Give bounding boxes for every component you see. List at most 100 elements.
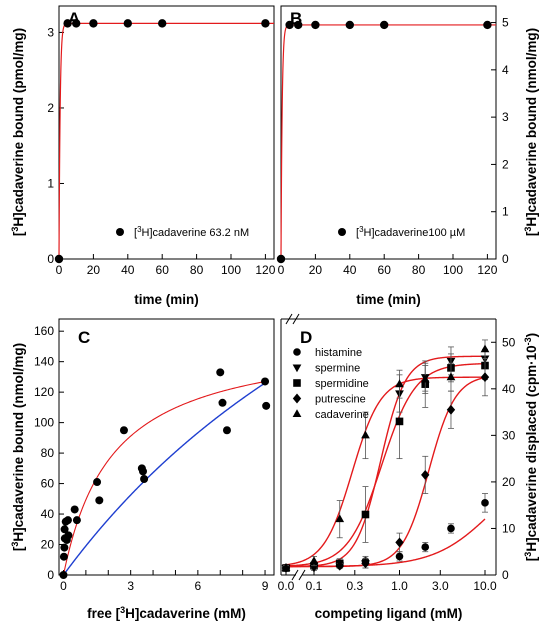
x-tick-label-c: 9	[262, 579, 269, 593]
data-point-c	[60, 543, 69, 552]
fit-curve-b	[280, 24, 496, 259]
data-point-c	[72, 516, 81, 525]
data-point-a	[72, 19, 81, 28]
legend-label-d-spermidine: spermidine	[315, 378, 369, 390]
data-point-d-cadaverine	[395, 379, 404, 388]
axis-break-bottom-d	[291, 569, 306, 581]
panel-c: C 0 3 6 9 0 20 40 60 80 100 120 140 160 free [3H]cad…	[10, 318, 275, 621]
x-tick-label-d: 0.1	[306, 579, 323, 593]
data-point-d-histamine	[481, 499, 489, 507]
data-point-d-spermidine	[361, 510, 370, 519]
data-point-c	[261, 377, 270, 386]
data-point-c	[64, 531, 73, 540]
x-tick-label-a: 100	[221, 263, 241, 277]
data-point-d-putrescine	[361, 558, 370, 569]
y-tick-label-d: 40	[502, 382, 516, 396]
x-tick-label-a: 80	[190, 263, 204, 277]
data-point-d-putrescine	[480, 372, 490, 383]
y-tick-label-c: 160	[34, 324, 54, 338]
y-tick-label-c: 60	[41, 477, 55, 491]
y-tick-label-b: 0	[502, 252, 509, 266]
fit-curve-c-blue	[62, 382, 266, 576]
data-point-d-histamine	[395, 552, 404, 561]
data-point-d-cadaverine	[480, 344, 490, 353]
legend-marker-d-histamine	[293, 348, 301, 356]
data-point-c	[119, 426, 128, 435]
y-tick-label-c: 0	[47, 568, 54, 582]
fit-curve-a	[58, 22, 274, 259]
data-point-c	[63, 516, 72, 525]
y-tick-label-d: 0	[502, 568, 509, 582]
data-point-d-cadaverine	[335, 514, 345, 523]
y-tick-label-a: 1	[47, 176, 54, 190]
data-point-b	[285, 20, 294, 30]
x-tick-label-a: 20	[87, 263, 101, 277]
legend-label-d-spermine: spermine	[315, 363, 360, 375]
data-point-d-cadaverine	[420, 374, 430, 383]
y-tick-label-c: 80	[41, 446, 55, 460]
data-point-c	[138, 467, 147, 476]
y-tick-label-b: 3	[502, 110, 509, 124]
data-point-d-putrescine	[446, 404, 456, 415]
y-tick-label-b: 5	[502, 16, 509, 30]
y-tick-label-c: 140	[34, 355, 54, 369]
y-tick-label-a: 2	[47, 101, 54, 115]
data-point-a	[54, 254, 64, 264]
data-point-d-histamine	[421, 543, 430, 551]
x-axis-label-c: free [3H]cadaverine (mM)	[87, 605, 246, 621]
y-tick-label-b: 4	[502, 63, 509, 77]
y-tick-label-a: 0	[47, 252, 54, 266]
x-tick-label-b: 100	[443, 263, 463, 277]
y-axis-label-c: [3H]cadaverine bound (nmol/mg)	[10, 343, 26, 551]
fit-curve-d-putrescine	[284, 376, 486, 568]
data-point-b	[276, 254, 286, 264]
legend-marker-b	[338, 228, 346, 236]
plot-frame-a	[58, 5, 275, 260]
y-axis-label-b: [3H]cadaverine bound (nmol/mg)	[523, 28, 539, 236]
legend-d: histamine spermine spermidine putrescine cad…	[292, 347, 369, 421]
legend-label-d-putrescine: putrescine	[315, 394, 366, 406]
y-axis-label-d: [3H]cadaverine displaced (cpm·10-3)	[523, 333, 539, 561]
data-point-d-putrescine	[335, 560, 344, 571]
data-point-d-spermidine	[395, 417, 404, 426]
y-tick-label-c: 120	[34, 385, 54, 399]
data-point-b	[483, 20, 492, 30]
data-point-d-cadaverine	[446, 372, 456, 381]
legend-marker-d-putrescine	[292, 393, 302, 404]
x-tick-label-b: 120	[477, 263, 497, 277]
axis-break-top-d	[285, 313, 300, 325]
x-tick-label-c: 3	[127, 579, 134, 593]
legend-label-a: [3H]cadaverine 63.2 nM	[134, 225, 249, 239]
data-point-b	[311, 20, 320, 30]
data-point-c	[59, 552, 68, 561]
data-point-c	[216, 368, 225, 377]
data-point-d-putrescine	[395, 537, 404, 548]
y-tick-label-d: 10	[502, 521, 516, 535]
y-tick-label-c: 40	[41, 507, 55, 521]
data-point-a	[63, 19, 72, 28]
data-point-c	[93, 478, 102, 487]
x-tick-label-b: 80	[412, 263, 426, 277]
x-axis-label-d: competing ligand (mM)	[315, 606, 463, 621]
legend-label-d-histamine: histamine	[315, 347, 362, 359]
y-tick-label-b: 1	[502, 205, 509, 219]
panel-d: D 0.0 0.1 0.3 1.0 3.0 10.0 0 10 20 30 40 50 histami…	[278, 313, 539, 621]
data-point-c	[262, 401, 271, 410]
x-axis-label-a: time (min)	[134, 292, 199, 307]
x-tick-label-b: 60	[378, 263, 392, 277]
data-point-b	[345, 20, 354, 30]
y-axis-label-a: [3H]cadaverine bound (pmol/mg)	[10, 28, 26, 236]
y-tick-label-c: 20	[41, 538, 55, 552]
data-point-d-cadaverine	[281, 563, 291, 572]
data-point-c	[140, 475, 149, 483]
x-tick-label-b: 20	[309, 263, 323, 277]
x-tick-label-c: 6	[195, 579, 202, 593]
x-tick-label-a: 0	[56, 263, 63, 277]
data-point-c	[222, 426, 231, 435]
x-axis-label-b: time (min)	[356, 292, 421, 307]
data-point-d-putrescine	[421, 469, 430, 480]
data-point-c	[59, 571, 68, 579]
y-tick-label-d: 20	[502, 475, 516, 489]
